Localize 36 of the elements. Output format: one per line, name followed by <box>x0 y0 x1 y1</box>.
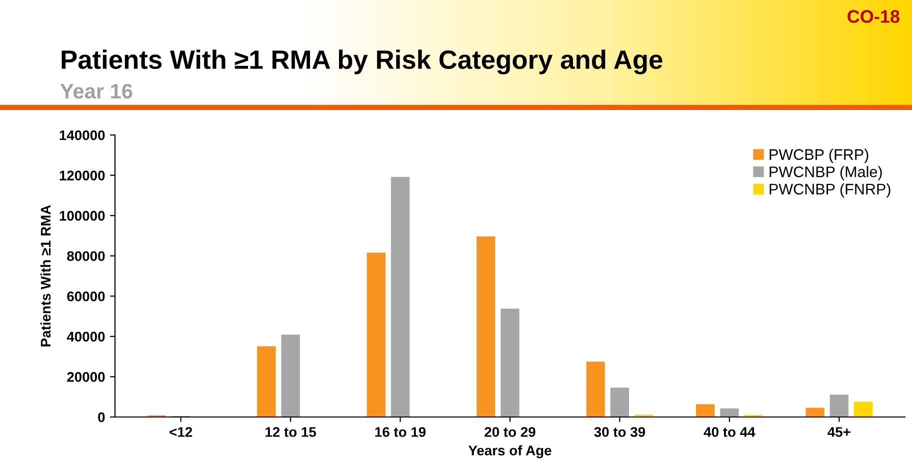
y-tick-label: 40000 <box>66 332 105 342</box>
x-tick-label: 16 to 19 <box>375 427 426 437</box>
y-tick-label: 140000 <box>60 130 105 140</box>
x-tick-label: 40 to 44 <box>704 427 756 437</box>
y-tick-label: 100000 <box>60 210 105 221</box>
x-tick-label: 20 to 29 <box>484 427 536 437</box>
bar <box>586 362 605 417</box>
text: CO-18 <box>848 10 900 23</box>
bar <box>806 408 824 417</box>
bar <box>500 308 520 417</box>
bar <box>696 404 715 417</box>
bar <box>257 346 276 417</box>
y-tick-label: 0 <box>98 412 105 422</box>
x-tick-label: 45+ <box>828 427 850 437</box>
x-tick-label: <12 <box>170 427 192 437</box>
bar <box>366 252 386 417</box>
bar <box>610 388 630 417</box>
legend-label: PWCNBP (FNRP) <box>770 183 890 198</box>
bar <box>281 334 300 417</box>
chart-title: Patients With ≥1 RMA by Risk Category and Age <box>62 50 662 74</box>
chart-subtitle: Year 16 <box>60 84 132 99</box>
y-tick-label: 60000 <box>67 291 105 302</box>
y-tick-label: 80000 <box>67 251 105 262</box>
bar <box>830 394 848 417</box>
legend-label: PWCBP (FRP) <box>770 148 868 163</box>
bar <box>720 408 739 417</box>
x-tick-label: 12 to 15 <box>266 427 316 437</box>
bar <box>390 176 410 417</box>
bar <box>476 236 496 417</box>
y-tick-label: 20000 <box>67 372 105 382</box>
legend-label: PWCNBP (Male) <box>770 166 882 180</box>
y-tick-label: 120000 <box>60 170 105 180</box>
x-axis-title: Years of Age <box>468 445 552 458</box>
y-axis-title: Patients With ≥1 RMA <box>40 205 51 346</box>
bar <box>854 402 873 417</box>
x-tick-label: 30 to 39 <box>594 427 646 437</box>
